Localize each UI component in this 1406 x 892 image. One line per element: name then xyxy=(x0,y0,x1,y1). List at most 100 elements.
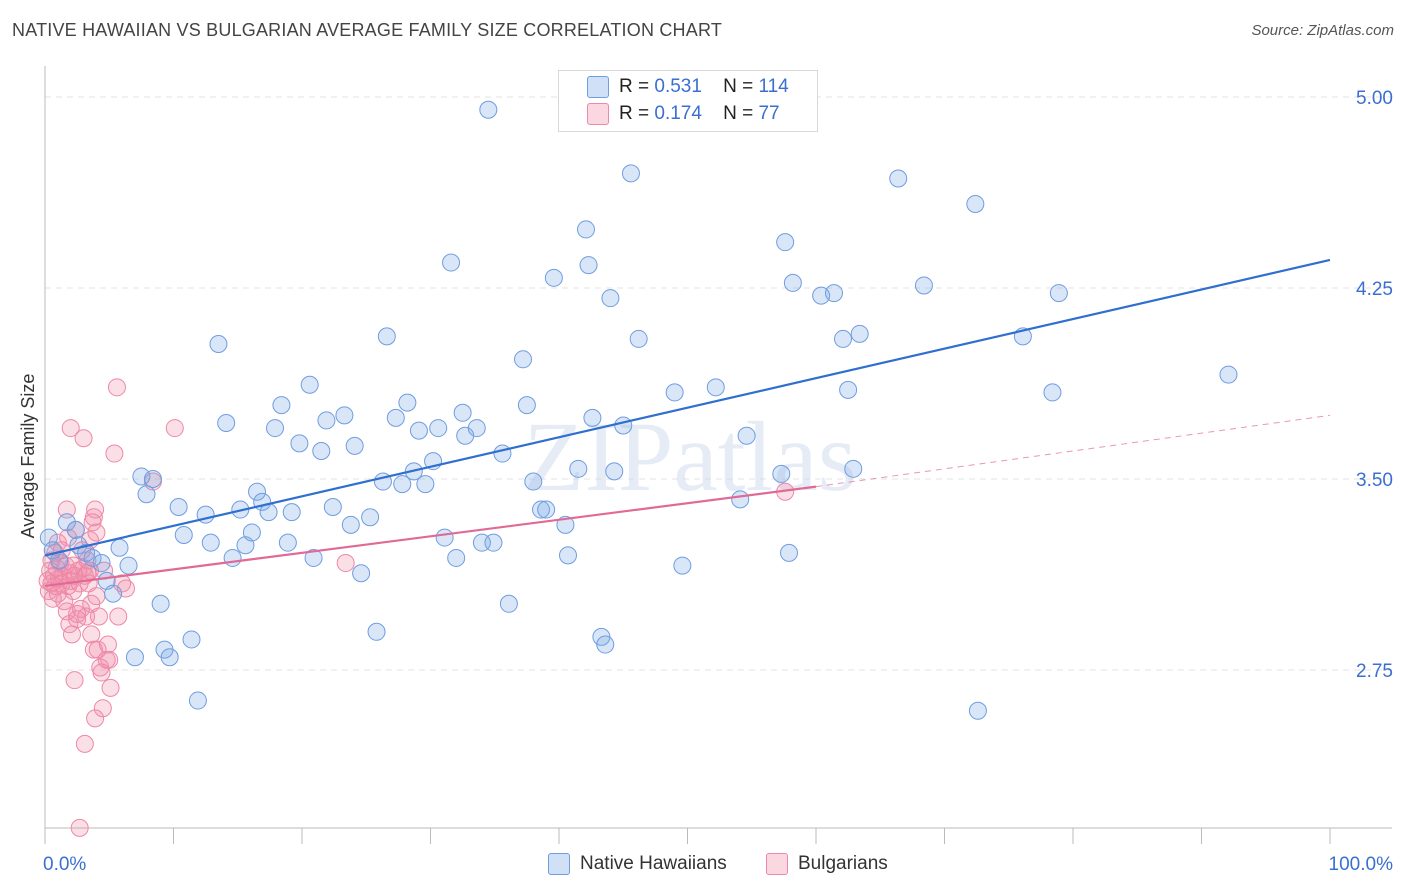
native-hawaiian-point xyxy=(393,475,412,494)
native-hawaiian-point xyxy=(524,472,543,491)
source-label: Source: ZipAtlas.com xyxy=(1251,22,1394,39)
bulgarian-point xyxy=(107,378,126,397)
native-hawaiian-point xyxy=(317,411,336,430)
x-tick-label-min: 0.0% xyxy=(43,854,86,875)
bulgarian-point xyxy=(98,635,117,654)
watermark: ZIPatlas xyxy=(523,401,856,512)
bulgarian-point xyxy=(84,508,103,527)
native-hawaiian-point xyxy=(1049,284,1068,303)
native-hawaiian-point xyxy=(601,289,620,308)
native-hawaiian-point xyxy=(182,630,201,649)
native-hawaiian-point xyxy=(160,648,179,667)
labels-layer: 2.75 3.50 4.25 5.00 0.0% 100.0% Average Family… xyxy=(18,88,1393,875)
bulgarian-point xyxy=(165,419,184,438)
bulgarian-point xyxy=(336,554,355,573)
native-hawaiian-point xyxy=(169,498,188,517)
native-hawaiian-point xyxy=(621,164,640,183)
bulgarian-point xyxy=(87,523,106,542)
native-hawaiian-point xyxy=(143,470,162,488)
native-hawaiian-point xyxy=(367,622,386,641)
bulgarian-point xyxy=(101,678,120,697)
legend-n-value: 77 xyxy=(758,103,780,124)
legend-n-label: N = xyxy=(723,76,754,97)
chart-title: NATIVE HAWAIIAN VS BULGARIAN AVERAGE FAM… xyxy=(12,20,723,40)
native-hawaiian-point xyxy=(780,543,799,562)
native-hawaiian-trendline xyxy=(44,258,1331,557)
native-hawaiian-point xyxy=(514,350,533,369)
native-hawaiian-point xyxy=(174,526,193,545)
bulgarian-point xyxy=(86,500,105,519)
native-hawaiian-point xyxy=(323,498,342,517)
trend-layer xyxy=(44,258,1331,588)
native-hawaiian-point xyxy=(824,284,843,303)
x-tick-label-max: 100.0% xyxy=(1329,854,1394,875)
native-hawaiian-point xyxy=(248,482,267,501)
native-hawaiian-point xyxy=(467,419,486,438)
legend-n-value: 114 xyxy=(758,76,789,97)
native-hawaiian-point xyxy=(576,220,595,239)
bulgarian-point xyxy=(61,419,80,438)
bottom-legend-native-hawaiians: Native Hawaiians xyxy=(548,851,727,877)
bulgarian-point xyxy=(100,650,119,669)
native-hawaiian-point xyxy=(242,523,261,542)
native-hawaiian-point xyxy=(453,403,472,422)
native-hawaiian-point xyxy=(850,324,869,343)
native-hawaiian-point xyxy=(137,485,156,504)
native-hawaiian-point xyxy=(386,408,405,427)
bulgarian-point xyxy=(109,607,128,626)
native-hawaiian-point xyxy=(83,548,102,567)
legend-swatch-pink xyxy=(587,103,609,125)
native-hawaiian-point xyxy=(110,538,129,557)
native-hawaiian-point xyxy=(209,335,228,354)
bulgarian-point xyxy=(75,734,94,753)
bulgarian-point xyxy=(74,429,93,448)
legend-r-value: 0.174 xyxy=(654,103,702,124)
native-hawaiian-point xyxy=(266,419,285,438)
bulgarian-point xyxy=(65,671,84,690)
native-hawaiian-point xyxy=(217,413,236,432)
native-hawaiian-point xyxy=(532,500,551,519)
native-hawaiian-point xyxy=(783,273,802,292)
bulgarian-point xyxy=(84,640,103,659)
native-hawaiian-point xyxy=(966,194,985,213)
native-hawaiian-point xyxy=(57,513,76,532)
native-hawaiian-point xyxy=(66,520,85,539)
native-hawaiian-point xyxy=(335,406,354,425)
native-hawaiian-point xyxy=(377,327,396,346)
native-hawaiian-point xyxy=(300,375,319,394)
native-hawaiian-point xyxy=(361,508,380,527)
native-hawaiian-point xyxy=(605,462,624,481)
native-hawaiian-point xyxy=(844,459,863,478)
native-hawaiian-point xyxy=(673,556,692,575)
native-hawaiian-point xyxy=(125,648,144,667)
native-hawaiian-point xyxy=(92,554,111,573)
native-hawaiian-point xyxy=(282,503,301,522)
bulgarian-point xyxy=(70,818,89,837)
native-hawaiian-point xyxy=(772,464,791,483)
native-hawaiian-point xyxy=(537,500,556,519)
native-hawaiian-point xyxy=(352,564,371,583)
legend-swatch-blue xyxy=(587,76,609,98)
native-hawaiian-point xyxy=(833,329,852,348)
native-hawaiian-point xyxy=(517,396,536,415)
bulgarian-point xyxy=(89,607,108,626)
bottom-legend-swatch-pink xyxy=(766,853,788,875)
bottom-legend-label: Native Hawaiians xyxy=(580,853,727,874)
bulgarian-trendline xyxy=(44,485,817,588)
native-hawaiian-point xyxy=(223,548,242,567)
bulgarian-point xyxy=(59,528,78,547)
bulgarian-point xyxy=(62,625,81,644)
bulgarian-point xyxy=(93,699,112,718)
native-hawaiian-point xyxy=(341,515,360,534)
native-hawaiian-point xyxy=(544,268,563,287)
native-hawaiian-point xyxy=(558,546,577,565)
native-hawaiian-point xyxy=(556,515,575,534)
native-hawaiian-point xyxy=(1043,383,1062,402)
axes-layer xyxy=(44,66,1392,844)
native-hawaiian-point xyxy=(104,584,123,603)
native-hawaiian-point xyxy=(737,426,756,445)
y-tick-label: 3.50 xyxy=(1356,470,1393,491)
bulgarian-point xyxy=(57,500,76,519)
native-hawaiian-point xyxy=(614,416,633,435)
